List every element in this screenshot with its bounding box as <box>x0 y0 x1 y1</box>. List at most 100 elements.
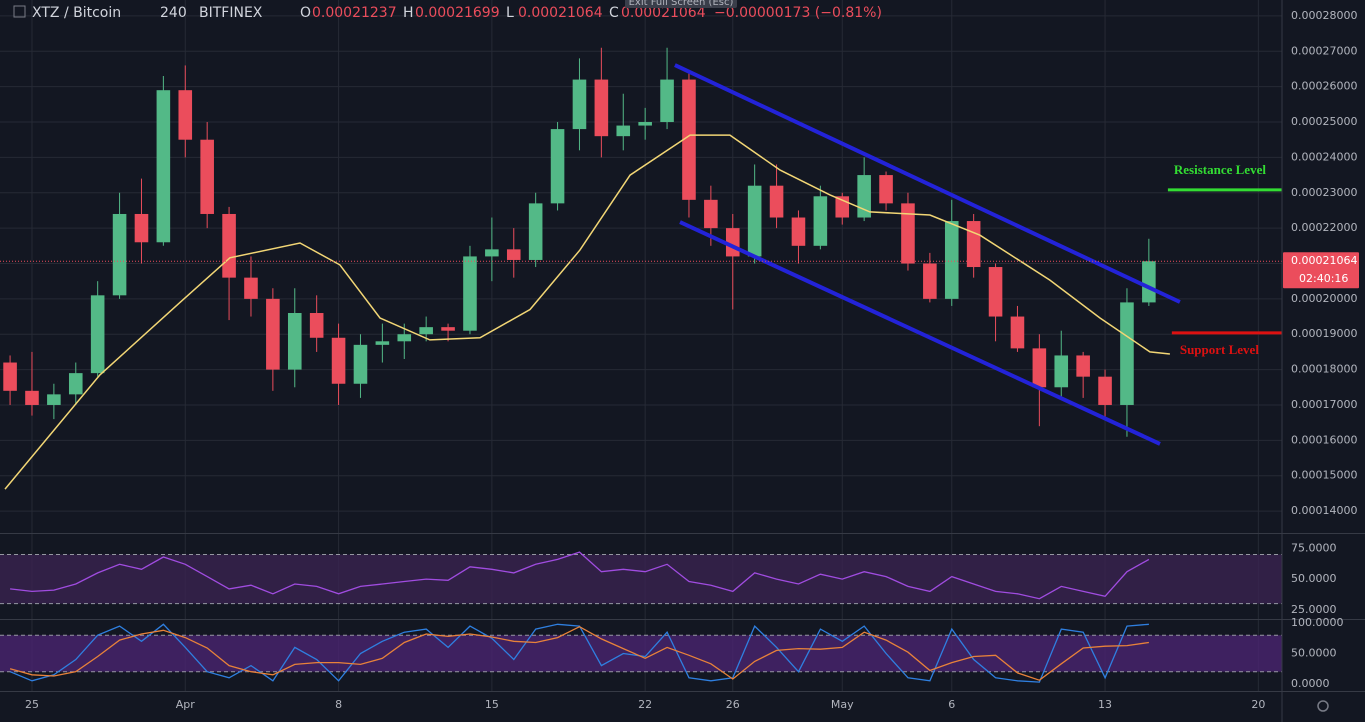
trend-line <box>674 63 1181 304</box>
candle-body <box>156 90 171 243</box>
candle-body <box>222 213 236 278</box>
y-tick-label: 0.0000 <box>1291 677 1330 690</box>
y-tick-label: 0.00026000 <box>1291 80 1357 93</box>
y-tick-label: 0.00025000 <box>1291 115 1357 128</box>
x-tick-label: 15 <box>485 698 499 711</box>
y-tick-label: 0.00022000 <box>1291 221 1357 234</box>
last-price-label: 0.00021064 <box>1291 254 1357 267</box>
x-tick-label: 22 <box>638 698 652 711</box>
ohlc-value: 0.00021237 <box>312 5 397 21</box>
candle-body <box>550 129 565 204</box>
x-tick-label: May <box>831 698 854 711</box>
symbol-icon[interactable] <box>13 5 26 18</box>
change: −0.00000173 (−0.81%) <box>714 5 882 21</box>
countdown: 02:40:16 <box>1299 272 1348 285</box>
y-tick-label: 0.00017000 <box>1291 398 1357 411</box>
y-tick-label: 0.00015000 <box>1291 469 1357 482</box>
y-tick-label: 0.00023000 <box>1291 186 1357 199</box>
candle-body <box>660 79 674 123</box>
candle-body <box>287 313 302 370</box>
y-tick-label: 50.0000 <box>1291 646 1337 659</box>
candle-body <box>244 277 258 299</box>
x-tick-label: 8 <box>335 698 342 711</box>
candle-body <box>331 337 346 384</box>
candle-body <box>134 213 149 243</box>
x-tick-label: 20 <box>1251 698 1265 711</box>
last-price-box <box>1283 252 1359 289</box>
candle-body <box>506 249 521 260</box>
plot: Resistance Level Support Level <box>0 47 1282 683</box>
y-tick-label: 0.00028000 <box>1291 9 1357 22</box>
level-label: Resistance Level <box>1174 162 1266 177</box>
candle-body <box>309 313 324 338</box>
band <box>0 554 1282 604</box>
candle-body <box>813 196 828 246</box>
ohlc-key: H <box>403 5 414 21</box>
candle-body <box>419 327 433 335</box>
candle-body <box>112 213 127 296</box>
x-tick-label: 6 <box>948 698 955 711</box>
interval: 240 <box>160 5 187 21</box>
candle-body <box>769 185 784 218</box>
candle-body <box>441 327 455 331</box>
candle-body <box>616 125 631 137</box>
y-tick-label: 0.00016000 <box>1291 433 1357 446</box>
candle-body <box>200 139 214 214</box>
ohlc-key: O <box>300 5 311 21</box>
candle-body <box>966 221 981 268</box>
candle-body <box>1142 261 1156 303</box>
candle-body <box>791 217 806 246</box>
y-tick-label: 0.00019000 <box>1291 327 1357 340</box>
candle-body <box>594 79 609 137</box>
candle-body <box>747 185 762 257</box>
tooltip-text: Exit Full Screen (Esc) <box>629 0 734 8</box>
candle-body <box>1010 316 1025 349</box>
ohlc-key: C <box>609 5 619 21</box>
candle-body <box>1098 376 1112 405</box>
candle-body <box>879 175 893 204</box>
price-axis <box>1282 0 1365 722</box>
candle-body <box>901 203 915 264</box>
level-label: Support Level <box>1180 342 1259 357</box>
candle-body <box>90 295 105 374</box>
ohlc-value: 0.00021699 <box>415 5 500 21</box>
x-tick-label: 25 <box>25 698 39 711</box>
candle-body <box>638 122 652 126</box>
candle-body <box>944 221 959 299</box>
ohlc-legend: O 0.00021237 H 0.00021699 L 0.00021064 C 0.0002… <box>300 5 882 21</box>
y-tick-label: 100.0000 <box>1291 616 1344 629</box>
y-tick-label: 0.00024000 <box>1291 150 1357 163</box>
candle-body <box>375 341 390 345</box>
indicator-line <box>10 551 1150 600</box>
ohlc-key: L <box>506 5 514 21</box>
x-tick-label: 26 <box>726 698 740 711</box>
candle-body <box>704 199 718 229</box>
candle-body <box>1054 355 1069 388</box>
y-tick-label: 0.00018000 <box>1291 363 1357 376</box>
axes: 25 Apr 8 15 22 26 May 6 13 20 0.00028000 0.00027000… <box>25 9 1359 711</box>
ohlc-value: 0.00021064 <box>518 5 603 21</box>
tooltip <box>625 0 737 8</box>
y-tick-label: 50.0000 <box>1291 572 1337 585</box>
y-tick-label: 25.0000 <box>1291 603 1337 616</box>
candle-body <box>528 203 543 260</box>
candle-body <box>1032 348 1047 388</box>
symbol: XTZ / Bitcoin <box>32 5 121 21</box>
candle-body <box>3 362 17 391</box>
candle-body <box>397 334 412 342</box>
moving-average <box>4 134 1170 490</box>
candle-body <box>572 79 587 130</box>
y-tick-label: 0.00014000 <box>1291 504 1357 517</box>
candle-body <box>1120 302 1134 405</box>
candle-body <box>988 267 1003 317</box>
candle-body <box>463 256 477 331</box>
candle-body <box>353 344 368 384</box>
y-tick-label: 0.00027000 <box>1291 44 1357 57</box>
ohlc-value: 0.00021064 <box>621 5 706 21</box>
candle-body <box>682 79 696 200</box>
candle-body <box>68 373 83 395</box>
y-tick-label: 0.00020000 <box>1291 292 1357 305</box>
candle-body <box>47 394 61 405</box>
exchange: BITFINEX <box>199 5 263 21</box>
settings-icon[interactable] <box>1317 700 1329 712</box>
